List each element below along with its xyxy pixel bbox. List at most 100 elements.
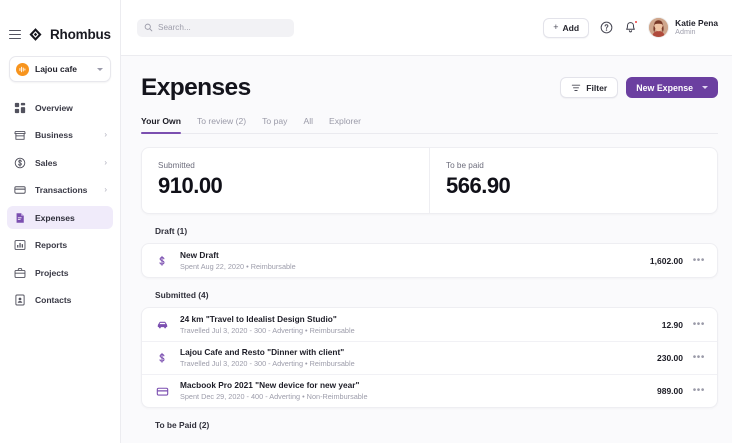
summary-card-to-be-paid: To be paid 566.90 [429, 148, 717, 213]
brand-row: Rhombus [0, 0, 120, 42]
group-submitted: Submitted (4) 24 km "Travel [141, 290, 718, 408]
summary-cards: Submitted 910.00 To be paid 566.90 [141, 147, 718, 214]
sidebar-item-reports[interactable]: Reports [7, 234, 113, 257]
summary-label: Submitted [158, 161, 195, 170]
table-row[interactable]: 24 km "Travel to Idealist Design Studio"… [142, 308, 717, 341]
dollar-sign-icon [155, 352, 169, 364]
search-input[interactable]: Search... [137, 18, 294, 37]
row-title: Lajou Cafe and Resto "Dinner with client… [180, 347, 345, 358]
hamburger-icon[interactable] [9, 29, 21, 40]
sidebar-item-label: Business [35, 130, 73, 140]
row-text: Lajou Cafe and Resto "Dinner with client… [180, 347, 657, 369]
avatar [648, 17, 670, 38]
group-to-be-paid: To be Paid (2) [141, 420, 718, 437]
filter-button[interactable]: Filter [560, 77, 619, 98]
add-button-label: Add [562, 22, 580, 33]
sidebar-item-sales[interactable]: Sales › [7, 151, 113, 174]
notifications-button[interactable] [624, 20, 639, 34]
row-more-button[interactable]: ••• [692, 352, 705, 363]
table-row[interactable]: Lajou Cafe and Resto "Dinner with client… [142, 341, 717, 374]
sidebar-item-projects[interactable]: Projects [7, 261, 113, 284]
row-more-button[interactable]: ••• [692, 318, 705, 330]
chevron-right-icon: › [104, 130, 107, 139]
store-icon [14, 129, 26, 141]
summary-value: 566.90 [446, 173, 511, 198]
sidebar-item-label: Reports [35, 240, 68, 250]
help-button[interactable] [600, 21, 613, 34]
notification-badge [634, 20, 639, 24]
plus-icon: + [553, 22, 559, 32]
group-card: 24 km "Travel to Idealist Design Studio"… [141, 307, 718, 408]
new-expense-button[interactable]: New Expense [626, 77, 718, 98]
sidebar-item-contacts[interactable]: Contacts [7, 289, 113, 312]
chevron-down-icon [97, 67, 103, 71]
sidebar-item-transactions[interactable]: Transactions › [7, 179, 113, 202]
page-title: Expenses [141, 74, 251, 101]
group-heading: Draft (1) [155, 226, 188, 236]
bell-icon [626, 22, 636, 33]
tab-bar: Your Own To review (2) To pay All Explor… [141, 116, 718, 134]
page-content: Expenses Filter New Expense [121, 56, 732, 437]
filter-button-label: Filter [586, 82, 608, 93]
org-name: Lajou cafe [35, 64, 78, 74]
tab-to-pay[interactable]: To pay [262, 116, 288, 126]
sidebar-item-label: Contacts [35, 295, 72, 305]
credit-card-icon [14, 184, 26, 196]
row-amount: 12.90 [661, 319, 683, 330]
sidebar-item-label: Expenses [35, 212, 75, 223]
user-name: Katie Pena [675, 17, 718, 28]
tab-to-review[interactable]: To review (2) [196, 116, 247, 126]
sidebar-item-expenses[interactable]: Expenses [7, 206, 113, 229]
sidebar-item-business[interactable]: Business › [7, 124, 113, 147]
tab-all[interactable]: All [303, 116, 314, 126]
sidebar-item-label: Overview [35, 102, 73, 113]
document-icon [14, 212, 26, 224]
group-card: New Draft Spent Aug 22, 2020 • Reimbursa… [141, 243, 718, 278]
row-subtitle: Travelled Jul 3, 2020 - 300 - Adverting … [180, 325, 355, 335]
row-more-button[interactable]: ••• [692, 254, 705, 266]
tab-explorer[interactable]: Explorer [329, 116, 362, 126]
sidebar-nav: Overview Business › [0, 96, 120, 312]
user-menu[interactable]: Katie Pena Admin [648, 17, 718, 38]
sidebar: Rhombus Lajou cafe [0, 0, 121, 443]
new-expense-label: New Expense [636, 82, 693, 93]
row-subtitle: Spent Aug 22, 2020 • Reimbursable [180, 261, 296, 271]
sidebar-item-label: Projects [35, 267, 69, 278]
row-amount: 989.00 [657, 386, 683, 396]
chevron-down-icon[interactable] [702, 86, 708, 89]
chevron-right-icon: › [104, 157, 107, 167]
row-text: 24 km "Travel to Idealist Design Studio"… [180, 314, 662, 336]
row-title: 24 km "Travel to Idealist Design Studio" [180, 313, 337, 324]
user-meta: Katie Pena Admin [675, 17, 718, 37]
row-subtitle: Travelled Jul 3, 2020 - 300 - Adverting … [180, 359, 355, 369]
group-draft: Draft (1) New Draft Spent Aug 22, 2020 •… [141, 226, 718, 278]
summary-value: 910.00 [158, 173, 223, 198]
car-icon [155, 318, 169, 331]
sidebar-item-label: Sales [35, 157, 58, 168]
bar-chart-icon [14, 239, 26, 251]
tab-your-own[interactable]: Your Own [141, 116, 181, 134]
row-title: New Draft [180, 249, 219, 260]
sidebar-item-overview[interactable]: Overview [7, 96, 113, 119]
page-header-actions: Filter New Expense [560, 77, 718, 102]
table-row[interactable]: New Draft Spent Aug 22, 2020 • Reimbursa… [142, 244, 717, 277]
search-placeholder: Search... [158, 23, 191, 32]
row-text: New Draft Spent Aug 22, 2020 • Reimbursa… [180, 250, 650, 272]
filter-icon [572, 84, 581, 91]
topbar: Search... + Add [121, 0, 732, 56]
row-more-button[interactable]: ••• [692, 385, 705, 396]
help-circle-icon [600, 21, 613, 34]
contact-card-icon [14, 294, 26, 306]
row-text: Macbook Pro 2021 "New device for new yea… [180, 380, 657, 402]
briefcase-icon [14, 267, 26, 279]
sidebar-item-label: Transactions [35, 185, 88, 195]
table-row[interactable]: Macbook Pro 2021 "New device for new yea… [142, 374, 717, 407]
org-avatar-icon [16, 62, 29, 76]
org-selector[interactable]: Lajou cafe [9, 56, 111, 82]
dollar-circle-icon [14, 157, 26, 169]
add-button[interactable]: + Add [543, 17, 590, 38]
rhombus-logo-icon [29, 28, 42, 41]
summary-label: To be paid [446, 161, 484, 170]
row-title: Macbook Pro 2021 "New device for new yea… [180, 380, 360, 391]
